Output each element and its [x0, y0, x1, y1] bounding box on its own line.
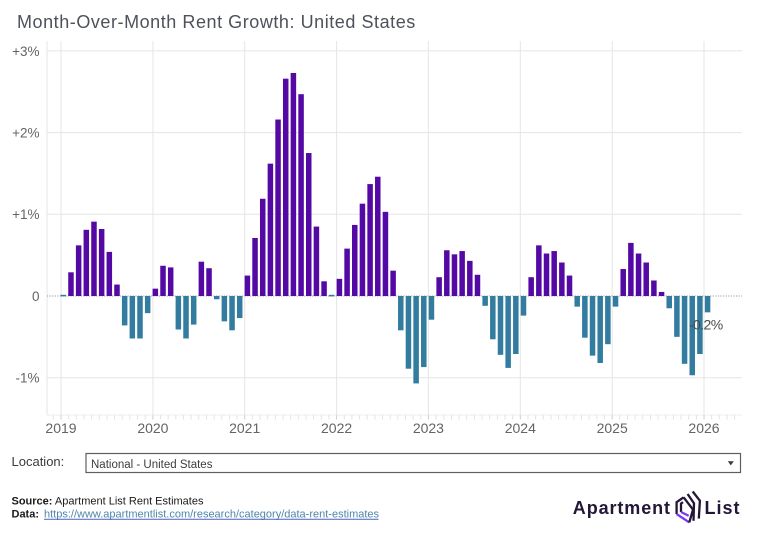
svg-text:Month-Over-Month Rent Growth:: Month-Over-Month Rent Growth: United Sta… — [17, 12, 416, 32]
svg-text:Apartment: Apartment — [573, 498, 671, 518]
svg-text:2021: 2021 — [229, 420, 260, 436]
svg-text:National - United States: National - United States — [91, 459, 213, 471]
svg-text:+2%: +2% — [12, 126, 39, 141]
svg-text:2026: 2026 — [688, 420, 719, 436]
svg-text:https://www.apartmentlist.com/: https://www.apartmentlist.com/research/c… — [44, 509, 380, 521]
svg-text:+1%: +1% — [12, 207, 39, 222]
svg-text:2020: 2020 — [137, 420, 168, 436]
svg-text:2019: 2019 — [45, 420, 76, 436]
svg-text:0: 0 — [32, 289, 40, 304]
svg-text:+3%: +3% — [12, 44, 39, 59]
svg-text:List: List — [704, 498, 740, 518]
svg-text:2023: 2023 — [413, 420, 444, 436]
svg-text:Location:: Location: — [12, 454, 65, 469]
svg-text:Source: Apartment List Rent Es: Source: Apartment List Rent Estimates — [12, 496, 204, 508]
svg-text:2025: 2025 — [597, 420, 628, 436]
svg-text:-0.2%: -0.2% — [689, 316, 723, 332]
svg-text:2022: 2022 — [321, 420, 352, 436]
svg-text:2024: 2024 — [505, 420, 536, 436]
svg-text:-1%: -1% — [15, 371, 39, 386]
svg-text:Data:: Data: — [12, 509, 40, 521]
